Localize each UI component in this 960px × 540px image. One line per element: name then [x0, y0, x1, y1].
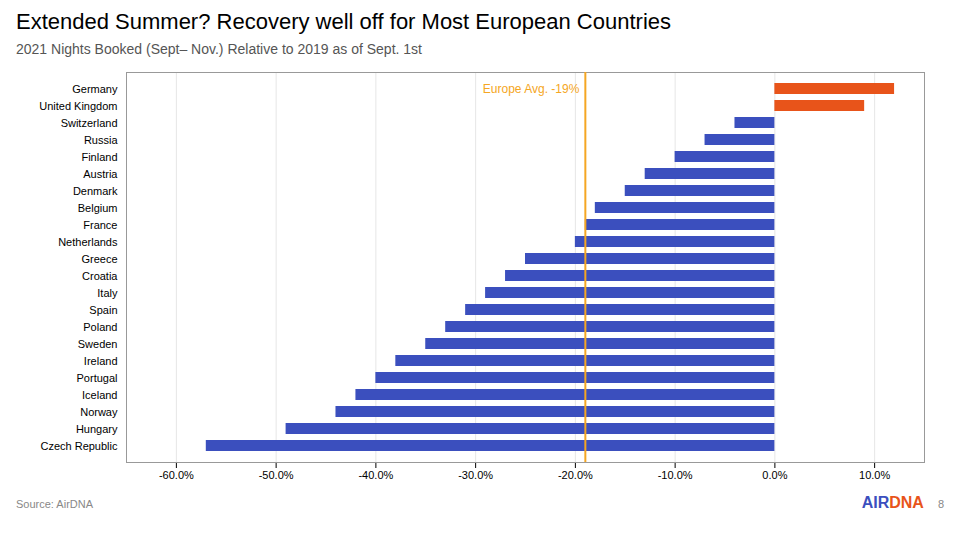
html-text:AIR DNA: AIR DNA — [861, 494, 924, 511]
svg-text:Italy: Italy — [97, 287, 118, 299]
svg-text:Europe Avg. -19%: Europe Avg. -19% — [483, 82, 580, 96]
svg-text:-10.0%: -10.0% — [658, 469, 693, 481]
svg-text:-20.0%: -20.0% — [558, 469, 593, 481]
svg-text:Netherlands: Netherlands — [58, 236, 118, 248]
svg-text:Sweden: Sweden — [78, 338, 118, 350]
svg-text:France: France — [83, 219, 117, 231]
svg-text:United Kingdom: United Kingdom — [39, 100, 117, 112]
svg-text:Iceland: Iceland — [82, 389, 117, 401]
svg-text:Switzerland: Switzerland — [61, 117, 118, 129]
svg-text:Greece: Greece — [81, 253, 117, 265]
svg-text:Belgium: Belgium — [78, 202, 118, 214]
svg-text:Norway: Norway — [80, 406, 118, 418]
svg-text:Portugal: Portugal — [77, 372, 118, 384]
svg-text:Austria: Austria — [83, 168, 118, 180]
svg-text:Germany: Germany — [72, 83, 118, 95]
svg-text:Finland: Finland — [81, 151, 117, 163]
svg-text:Croatia: Croatia — [82, 270, 118, 282]
svg-text:Denmark: Denmark — [73, 185, 118, 197]
svg-text:-40.0%: -40.0% — [358, 469, 393, 481]
html-text:Source: AirDNA: Source: AirDNA — [16, 498, 93, 510]
svg-text:-60.0%: -60.0% — [159, 469, 194, 481]
svg-text:-30.0%: -30.0% — [458, 469, 493, 481]
svg-text:0.0%: 0.0% — [762, 469, 787, 481]
svg-text:Russia: Russia — [84, 134, 119, 146]
html-text:8: 8 — [937, 498, 944, 510]
svg-text:Czech Republic: Czech Republic — [40, 440, 118, 452]
svg-text:-50.0%: -50.0% — [259, 469, 294, 481]
svg-text:Poland: Poland — [83, 321, 117, 333]
svg-text:Hungary: Hungary — [76, 423, 118, 435]
html-text:2021 Nights Booked (Sept– Nov.: 2021 Nights Booked (Sept– Nov.) Relative… — [16, 41, 422, 57]
svg-text:Spain: Spain — [89, 304, 117, 316]
svg-text:Ireland: Ireland — [84, 355, 118, 367]
svg-text:10.0%: 10.0% — [859, 469, 890, 481]
html-text:Extended Summer? Recovery well: Extended Summer? Recovery well off for M… — [16, 9, 671, 34]
